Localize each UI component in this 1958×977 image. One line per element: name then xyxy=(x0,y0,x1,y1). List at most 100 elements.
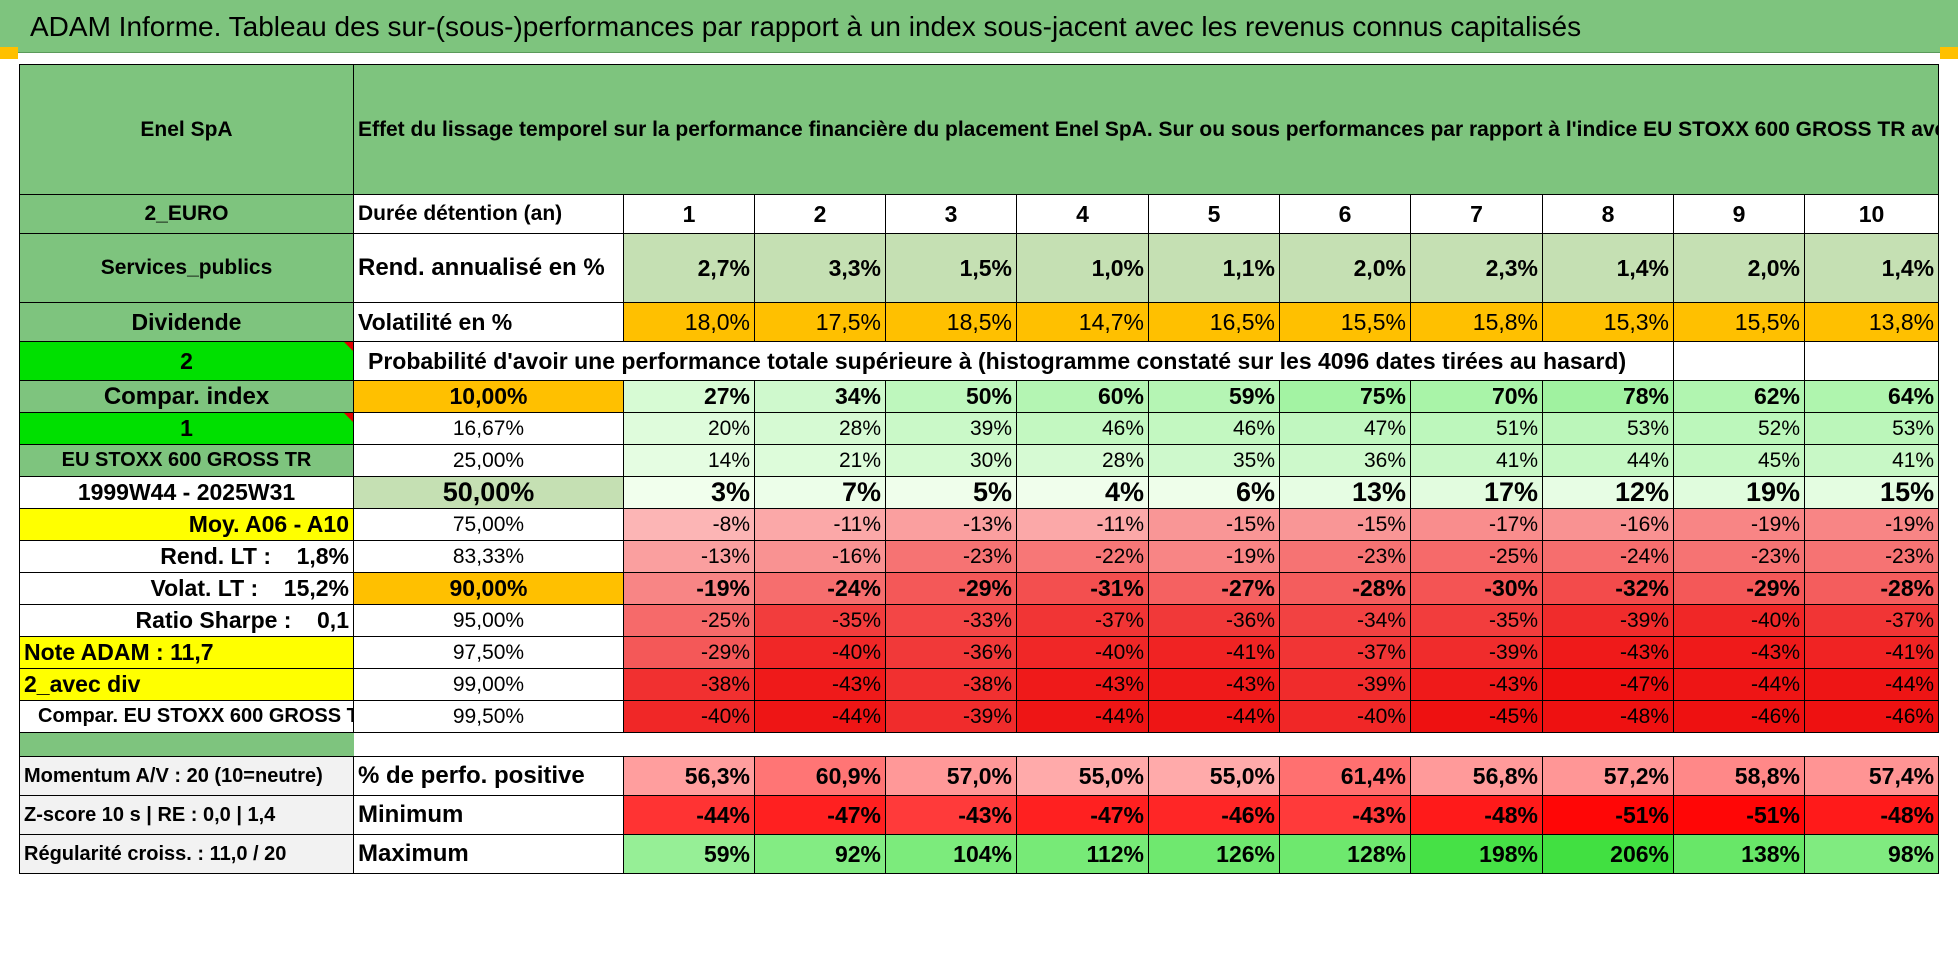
bottom-value: -48% xyxy=(1410,795,1543,835)
percentile-value: -33% xyxy=(885,604,1017,637)
bottom-value: -47% xyxy=(1016,795,1149,835)
year-header: 9 xyxy=(1673,194,1805,234)
bottom-value: 59% xyxy=(623,834,755,874)
percentile-value: -44% xyxy=(1016,700,1149,733)
percentile-value: 59% xyxy=(1148,380,1280,413)
percentile-value: 21% xyxy=(754,444,886,477)
percentile-label: 50,00% xyxy=(353,476,624,509)
compar-index-label: Compar. index xyxy=(19,380,354,413)
sharpe-label: Ratio Sharpe : 0,1 xyxy=(19,604,354,637)
percentile-value: -44% xyxy=(754,700,886,733)
dividend-value[interactable]: 2 xyxy=(19,341,354,381)
percentile-value: 6% xyxy=(1148,476,1280,509)
percentile-value: -23% xyxy=(1673,540,1805,573)
percentile-value: 15% xyxy=(1803,476,1940,509)
year-header: 3 xyxy=(885,194,1017,234)
bottom-value: 58,8% xyxy=(1673,756,1805,796)
percentile-value: 12% xyxy=(1542,476,1674,509)
bottom-value: -46% xyxy=(1148,795,1280,835)
percentile-value: 51% xyxy=(1410,412,1543,445)
percentile-value: 7% xyxy=(754,476,886,509)
empty-cell xyxy=(1803,341,1940,381)
bottom-value: -51% xyxy=(1542,795,1674,835)
index-choice[interactable]: 1 xyxy=(19,412,354,445)
percentile-value: -28% xyxy=(1279,572,1411,605)
percentile-value: -40% xyxy=(1279,700,1411,733)
percentile-value: -8% xyxy=(623,508,755,541)
percentile-value: -43% xyxy=(1148,668,1280,701)
percentile-value: -40% xyxy=(623,700,755,733)
percentile-value: -45% xyxy=(1410,700,1543,733)
bottom-value: 128% xyxy=(1279,834,1411,874)
year-header: 1 xyxy=(623,194,755,234)
percentile-label: 10,00% xyxy=(353,380,624,413)
percentile-value: 3% xyxy=(623,476,755,509)
percentile-value: -23% xyxy=(1279,540,1411,573)
percentile-value: -46% xyxy=(1673,700,1805,733)
percentile-value: 4% xyxy=(1016,476,1149,509)
percentile-value: 47% xyxy=(1279,412,1411,445)
year-header: 7 xyxy=(1410,194,1543,234)
bottom-value: 55,0% xyxy=(1016,756,1149,796)
percentile-value: -35% xyxy=(754,604,886,637)
percentile-value: 50% xyxy=(885,380,1017,413)
percentile-label: 99,50% xyxy=(353,700,624,733)
volat-lt-label: Volat. LT : 15,2% xyxy=(19,572,354,605)
percentile-value: -16% xyxy=(1542,508,1674,541)
percentile-value: -39% xyxy=(885,700,1017,733)
percentile-value: 30% xyxy=(885,444,1017,477)
dividend-label: Dividende xyxy=(19,302,354,342)
percentile-value: -36% xyxy=(885,636,1017,669)
percentile-value: 78% xyxy=(1542,380,1674,413)
corner-mark-right xyxy=(1940,47,1958,59)
percentile-value: -40% xyxy=(1016,636,1149,669)
percentile-value: -43% xyxy=(1410,668,1543,701)
rend-value: 2,0% xyxy=(1673,233,1805,303)
percentile-value: -37% xyxy=(1279,636,1411,669)
percentile-value: -36% xyxy=(1148,604,1280,637)
percentile-value: -38% xyxy=(623,668,755,701)
percentile-value: 45% xyxy=(1673,444,1805,477)
rend-value: 3,3% xyxy=(754,233,886,303)
rend-lt-label: Rend. LT : 1,8% xyxy=(19,540,354,573)
percentile-value: 44% xyxy=(1542,444,1674,477)
percentile-value: -48% xyxy=(1542,700,1674,733)
percentile-value: 46% xyxy=(1016,412,1149,445)
bottom-value: -48% xyxy=(1803,795,1940,835)
percentile-value: 13% xyxy=(1279,476,1411,509)
year-header: 6 xyxy=(1279,194,1411,234)
bottom-value: 112% xyxy=(1016,834,1149,874)
percentile-label: 75,00% xyxy=(353,508,624,541)
year-header: 5 xyxy=(1148,194,1280,234)
bottom-value: -51% xyxy=(1673,795,1805,835)
bottom-value: 98% xyxy=(1803,834,1940,874)
percentile-label: 99,00% xyxy=(353,668,624,701)
bottom-value: 104% xyxy=(885,834,1017,874)
percentile-value: 28% xyxy=(754,412,886,445)
percentile-value: -37% xyxy=(1803,604,1940,637)
rend-value: 1,0% xyxy=(1016,233,1149,303)
rend-value: 2,0% xyxy=(1279,233,1411,303)
period-label: 1999W44 - 2025W31 xyxy=(19,476,354,509)
percentile-value: -16% xyxy=(754,540,886,573)
percentile-value: 41% xyxy=(1410,444,1543,477)
percentile-value: 20% xyxy=(623,412,755,445)
percentile-value: -23% xyxy=(1803,540,1940,573)
vol-label: Volatilité en % xyxy=(353,302,624,342)
bottom-value: -44% xyxy=(623,795,755,835)
duree-label: Durée détention (an) xyxy=(353,194,624,234)
percentile-value: -37% xyxy=(1016,604,1149,637)
percentile-value: -30% xyxy=(1410,572,1543,605)
percentile-value: -11% xyxy=(1016,508,1149,541)
vol-value: 15,5% xyxy=(1279,302,1411,342)
sector-label: Services_publics xyxy=(19,233,354,303)
moy-label: Moy. A06 - A10 xyxy=(19,508,354,541)
bottom-row-label: Minimum xyxy=(353,795,624,835)
vol-value: 14,7% xyxy=(1016,302,1149,342)
rend-value: 2,3% xyxy=(1410,233,1543,303)
percentile-value: 62% xyxy=(1673,380,1805,413)
percentile-value: 27% xyxy=(623,380,755,413)
vol-value: 16,5% xyxy=(1148,302,1280,342)
percentile-value: 39% xyxy=(885,412,1017,445)
percentile-value: -15% xyxy=(1279,508,1411,541)
